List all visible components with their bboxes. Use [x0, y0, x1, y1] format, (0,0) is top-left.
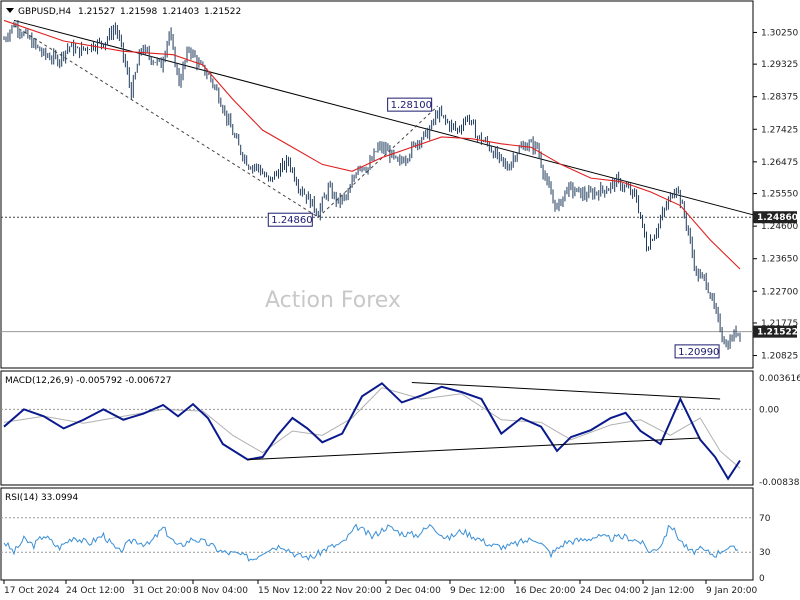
rsi-axis-label-2: 0 [759, 574, 765, 584]
time-tick-label-2: 31 Oct 20:00 [133, 586, 192, 596]
low-value: 1.21403 [162, 7, 199, 17]
trend-lines [13, 19, 754, 218]
price-tick-label-7: 1.23650 [761, 255, 798, 265]
macd-signal-line [3, 387, 741, 469]
open-value: 1.21527 [78, 7, 115, 17]
macd-axis-label-0: 0.003616 [759, 374, 800, 384]
price-tick-label-1: 1.29325 [761, 60, 798, 70]
rsi-axis-label-0: 70 [759, 514, 771, 524]
time-tick-label-1: 24 Oct 12:00 [66, 586, 125, 596]
time-tick-label-8: 16 Dec 20:00 [515, 586, 576, 596]
price-tick-label-9: 1.21775 [761, 319, 798, 329]
time-tick-label-7: 9 Dec 12:00 [450, 586, 505, 596]
time-tick-label-11: 9 Jan 20:00 [706, 586, 758, 596]
recent-low-annotation-label: 1.20990 [678, 347, 719, 358]
watermark: Action Forex [265, 288, 401, 313]
price-tick-label-10: 1.20825 [761, 352, 798, 362]
price-tick-label-6: 1.24600 [761, 222, 798, 232]
high-value: 1.21598 [120, 7, 157, 17]
price-tick-label-4: 1.26475 [761, 158, 798, 168]
current-price-tag-label: 1.21522 [757, 328, 798, 338]
support-price-tag-label: 1.24860 [757, 213, 798, 223]
price-tick-label-0: 1.30250 [761, 28, 798, 38]
time-tick-label-10: 2 Jan 12:00 [643, 586, 695, 596]
price-tick-label-2: 1.28375 [761, 93, 798, 103]
swing-high-annotation-box [387, 97, 433, 112]
symbol-label: GBPUSD,H4 [18, 7, 71, 17]
time-tick-label-5: 22 Nov 20:00 [321, 586, 382, 596]
macd-panel-frame [0, 370, 754, 486]
macd-axis-label-1: 0.00 [759, 405, 779, 415]
macd-support-trendline [247, 437, 701, 461]
chart-header: GBPUSD,H4 1.21527 1.21598 1.21403 1.2152… [6, 7, 241, 17]
macd-title: MACD(12,26,9) -0.005792 -0.006727 [5, 376, 171, 386]
time-tick-label-9: 24 Dec 04:00 [580, 586, 641, 596]
rsi-title: RSI(14) 33.0994 [5, 493, 78, 503]
price-annotations: 1.28100 1.24860 1.20990 [267, 97, 720, 359]
price-axis: 1.30250 1.29325 1.28375 1.27425 1.26475 1.255… [753, 28, 798, 362]
recent-low-annotation-box [674, 344, 720, 359]
swing-high-annotation-label: 1.28100 [391, 100, 432, 111]
descending-trendline [13, 19, 754, 216]
rsi-line [3, 523, 739, 562]
collapse-triangle-icon[interactable] [6, 8, 14, 13]
close-value: 1.21522 [204, 7, 241, 17]
support-price-tag [753, 211, 797, 224]
price-tick-label-8: 1.22700 [761, 287, 798, 297]
time-tick-label-4: 15 Nov 12:00 [258, 586, 319, 596]
macd-line [3, 382, 741, 481]
time-tick-label-6: 2 Dec 04:00 [386, 586, 441, 596]
price-tick-label-5: 1.25550 [761, 190, 798, 200]
price-tick-label-3: 1.27425 [761, 125, 798, 135]
current-price-tag [753, 325, 797, 338]
candles [3, 20, 741, 350]
macd-indicator: 0.003616 0.00 -0.00838 [1, 374, 800, 488]
rsi-indicator: 70 30 0 [1, 514, 771, 584]
swing-low-annotation-box [267, 212, 313, 227]
rsi-axis-label-1: 30 [759, 548, 771, 558]
moving-average-line [3, 19, 741, 270]
rsi-panel-frame [0, 487, 754, 581]
macd-axis-label-2: -0.00838 [759, 478, 800, 488]
macd-resistance-trendline [411, 381, 721, 400]
time-tick-label-0: 17 Oct 2024 [4, 586, 60, 596]
horizontal-levels: 1.24860 1.21522 [1, 211, 798, 338]
time-axis: 17 Oct 2024 24 Oct 12:00 31 Oct 20:00 8 Nov… [3, 580, 758, 596]
main-panel-frame [0, 0, 754, 369]
time-tick-label-3: 8 Nov 04:00 [193, 586, 248, 596]
swing-low-annotation-label: 1.24860 [271, 215, 312, 226]
